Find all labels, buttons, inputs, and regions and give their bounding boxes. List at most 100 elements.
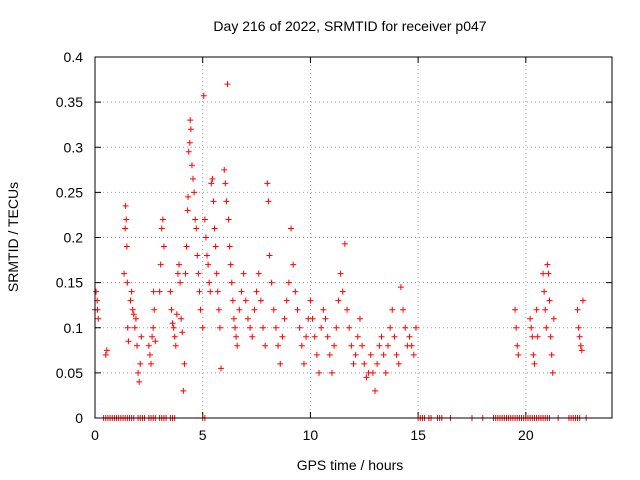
data-point — [408, 342, 415, 349]
data-point — [352, 351, 359, 358]
data-point — [188, 162, 195, 169]
y-tick-label: 0.3 — [64, 139, 84, 155]
data-point — [122, 202, 129, 209]
data-point — [191, 189, 198, 196]
data-point — [121, 270, 128, 277]
data-point — [395, 360, 402, 367]
data-point — [281, 315, 288, 322]
data-point — [123, 243, 130, 250]
data-point — [130, 311, 137, 318]
data-point — [397, 284, 404, 291]
data-point — [575, 324, 582, 331]
data-point — [547, 333, 554, 340]
data-point — [233, 333, 240, 340]
data-point — [190, 175, 197, 182]
data-point — [367, 351, 374, 358]
data-point — [187, 117, 194, 124]
data-point — [181, 360, 188, 367]
data-point — [240, 270, 247, 277]
data-point — [275, 342, 282, 349]
data-point — [124, 324, 131, 331]
data-point — [238, 288, 245, 295]
data-point — [124, 279, 131, 286]
data-point — [374, 360, 381, 367]
data-point — [228, 279, 235, 286]
data-point — [303, 333, 310, 340]
data-point — [318, 324, 325, 331]
y-axis-label: SRMTID / TECUs — [5, 182, 21, 292]
data-point — [150, 324, 157, 331]
data-point — [227, 261, 234, 268]
data-point — [363, 374, 370, 381]
data-point — [540, 270, 547, 277]
data-point — [393, 351, 400, 358]
data-point — [160, 243, 167, 250]
plot-frame — [94, 56, 613, 419]
y-tick-label: 0.4 — [64, 49, 84, 65]
data-point — [137, 360, 144, 367]
y-tick-label: 0.1 — [64, 320, 84, 336]
data-point — [298, 342, 305, 349]
data-point — [344, 306, 351, 313]
data-point — [384, 342, 391, 349]
data-point — [244, 315, 251, 322]
data-point — [257, 297, 264, 304]
data-point — [229, 297, 236, 304]
data-point — [313, 351, 320, 358]
data-point — [307, 297, 314, 304]
data-point — [577, 342, 584, 349]
data-point — [578, 347, 585, 354]
data-point — [253, 288, 260, 295]
data-point — [185, 193, 192, 200]
data-point — [249, 333, 256, 340]
data-point — [230, 315, 237, 322]
data-point — [387, 324, 394, 331]
data-point — [324, 333, 331, 340]
data-point — [179, 329, 186, 336]
data-point — [236, 306, 243, 313]
x-tick-label: 10 — [303, 427, 319, 443]
data-point — [266, 252, 273, 259]
data-point — [283, 297, 290, 304]
data-point — [167, 288, 174, 295]
data-point — [192, 216, 199, 223]
data-point — [131, 324, 138, 331]
data-point — [279, 333, 286, 340]
data-point — [223, 198, 230, 205]
data-point — [337, 270, 344, 277]
data-point — [186, 139, 193, 146]
data-point — [206, 279, 213, 286]
data-point — [122, 225, 129, 232]
data-point — [156, 288, 163, 295]
data-point — [326, 351, 333, 358]
data-point — [548, 351, 555, 358]
data-point — [224, 81, 231, 88]
data-point — [171, 333, 178, 340]
data-point — [285, 279, 292, 286]
data-point — [333, 324, 340, 331]
data-point — [354, 333, 361, 340]
data-point — [222, 180, 229, 187]
data-point — [270, 306, 277, 313]
data-point — [309, 315, 316, 322]
data-point — [346, 324, 353, 331]
data-point — [356, 315, 363, 322]
x-tick-label: 0 — [91, 427, 99, 443]
data-point — [135, 369, 142, 376]
data-point — [527, 315, 534, 322]
data-point — [265, 198, 272, 205]
data-point — [125, 338, 132, 345]
data-points — [92, 81, 590, 421]
data-point — [169, 320, 176, 327]
y-tick-label: 0.15 — [56, 275, 83, 291]
data-point — [543, 324, 550, 331]
y-tick-label: 0 — [75, 410, 83, 426]
data-point — [221, 166, 228, 173]
data-point — [151, 306, 158, 313]
data-point — [514, 342, 521, 349]
data-point — [406, 333, 413, 340]
data-point — [213, 270, 220, 277]
data-point — [320, 306, 327, 313]
data-point — [168, 306, 175, 313]
data-point — [382, 369, 389, 376]
